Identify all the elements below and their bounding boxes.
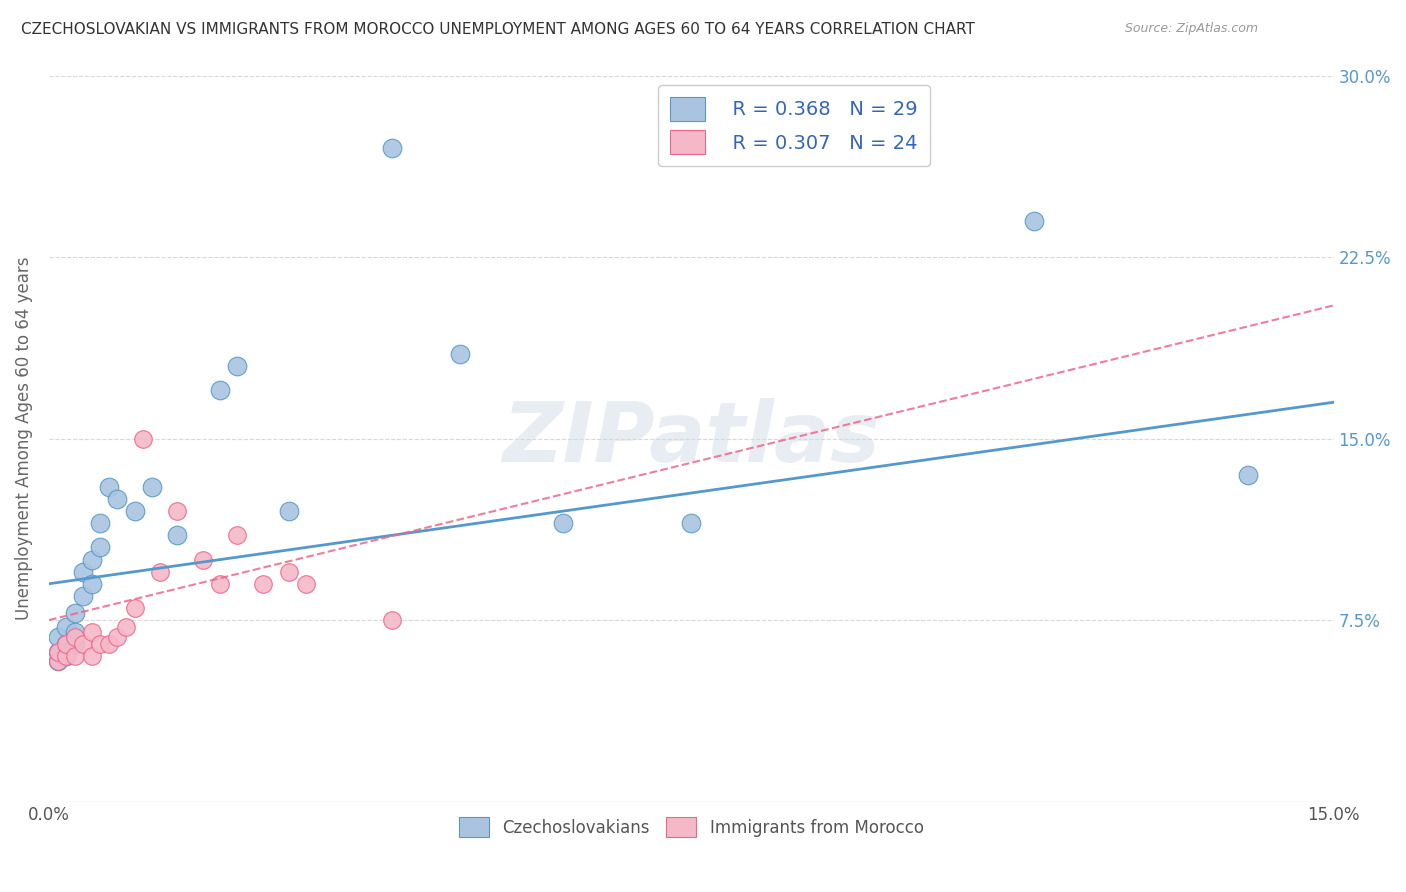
Point [681,516,703,531]
Point [107,630,129,644]
Legend: Czechoslovakians, Immigrants from Morocco: Czechoslovakians, Immigrants from Morocc… [453,811,931,844]
Point [55,620,77,634]
Point [124,601,146,615]
Point [191,552,214,566]
Point [141,480,163,494]
Point [55,637,77,651]
Point [166,528,188,542]
Point [166,504,188,518]
Point [80,576,103,591]
Point [80,625,103,640]
Point [55,649,77,664]
Point [277,504,299,518]
Point [63,625,86,640]
Point [226,528,249,542]
Point [46,644,69,658]
Point [124,504,146,518]
Text: ZIPatlas: ZIPatlas [502,398,880,479]
Point [89,637,111,651]
Text: Source: ZipAtlas.com: Source: ZipAtlas.com [1125,22,1258,36]
Point [295,576,318,591]
Point [149,565,172,579]
Point [449,347,471,361]
Point [97,480,120,494]
Point [89,516,111,531]
Point [380,613,402,627]
Point [226,359,249,373]
Point [63,649,86,664]
Point [1237,467,1260,482]
Point [80,649,103,664]
Point [97,637,120,651]
Point [132,432,155,446]
Point [252,576,274,591]
Point [551,516,574,531]
Point [277,565,299,579]
Point [46,644,69,658]
Point [46,630,69,644]
Point [80,552,103,566]
Point [63,630,86,644]
Point [72,589,94,603]
Point [89,541,111,555]
Point [380,141,402,155]
Text: CZECHOSLOVAKIAN VS IMMIGRANTS FROM MOROCCO UNEMPLOYMENT AMONG AGES 60 TO 64 YEAR: CZECHOSLOVAKIAN VS IMMIGRANTS FROM MOROC… [21,22,974,37]
Point [209,576,232,591]
Point [55,649,77,664]
Point [1022,213,1045,227]
Point [72,565,94,579]
Point [72,637,94,651]
Point [107,491,129,506]
Point [115,620,138,634]
Point [63,606,86,620]
Point [55,637,77,651]
Y-axis label: Unemployment Among Ages 60 to 64 years: Unemployment Among Ages 60 to 64 years [15,257,32,620]
Point [46,654,69,668]
Point [46,654,69,668]
Point [63,637,86,651]
Point [209,383,232,397]
